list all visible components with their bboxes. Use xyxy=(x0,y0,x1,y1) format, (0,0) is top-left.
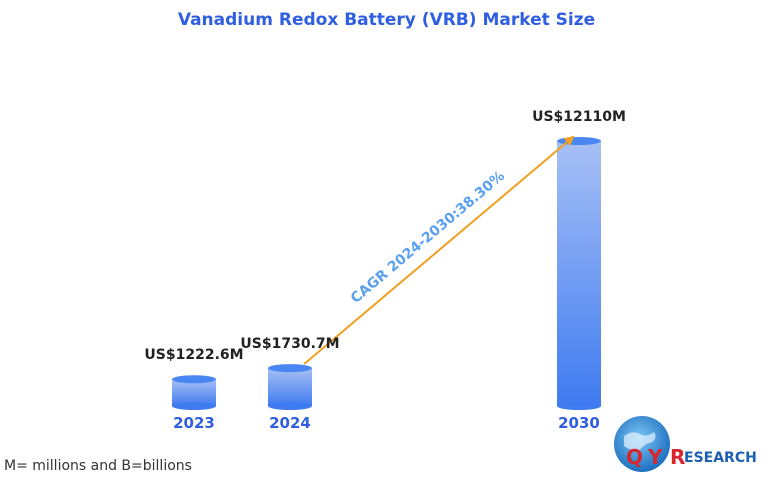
cagr-annotation: CAGR 2024-2030:38.30% xyxy=(348,168,508,307)
footnote: M= millions and B=billions xyxy=(4,458,192,474)
logo-r: R xyxy=(670,445,685,469)
globe-icon: Q Y R ESEARCH xyxy=(614,416,757,472)
bar-2030 xyxy=(557,137,601,410)
value-label-2023: US$1222.6M xyxy=(144,347,243,363)
value-label-2024: US$1730.7M xyxy=(240,336,339,352)
bar-2024 xyxy=(268,364,312,410)
chart-title: Vanadium Redox Battery (VRB) Market Size xyxy=(177,10,596,30)
cagr-arrow xyxy=(303,135,575,365)
value-label-2030: US$12110M xyxy=(532,109,626,125)
logo-rest: ESEARCH xyxy=(684,450,757,466)
logo-y: Y xyxy=(647,445,663,469)
logo-q: Q xyxy=(626,445,643,469)
qyresearch-logo: Q Y R ESEARCH xyxy=(612,414,772,474)
category-label-2023: 2023 xyxy=(173,414,215,432)
category-label-2024: 2024 xyxy=(269,414,311,432)
category-label-2030: 2030 xyxy=(558,414,600,432)
bar-2023 xyxy=(172,375,216,410)
